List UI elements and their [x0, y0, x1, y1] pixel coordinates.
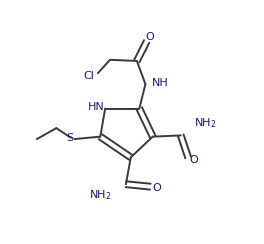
Text: Cl: Cl [84, 71, 95, 81]
Text: O: O [145, 32, 154, 41]
Text: NH: NH [152, 78, 169, 88]
Text: NH$_2$: NH$_2$ [194, 116, 217, 130]
Text: HN: HN [87, 102, 104, 112]
Text: O: O [190, 155, 199, 165]
Text: O: O [153, 183, 162, 193]
Text: NH$_2$: NH$_2$ [89, 188, 111, 202]
Text: S: S [67, 133, 74, 143]
